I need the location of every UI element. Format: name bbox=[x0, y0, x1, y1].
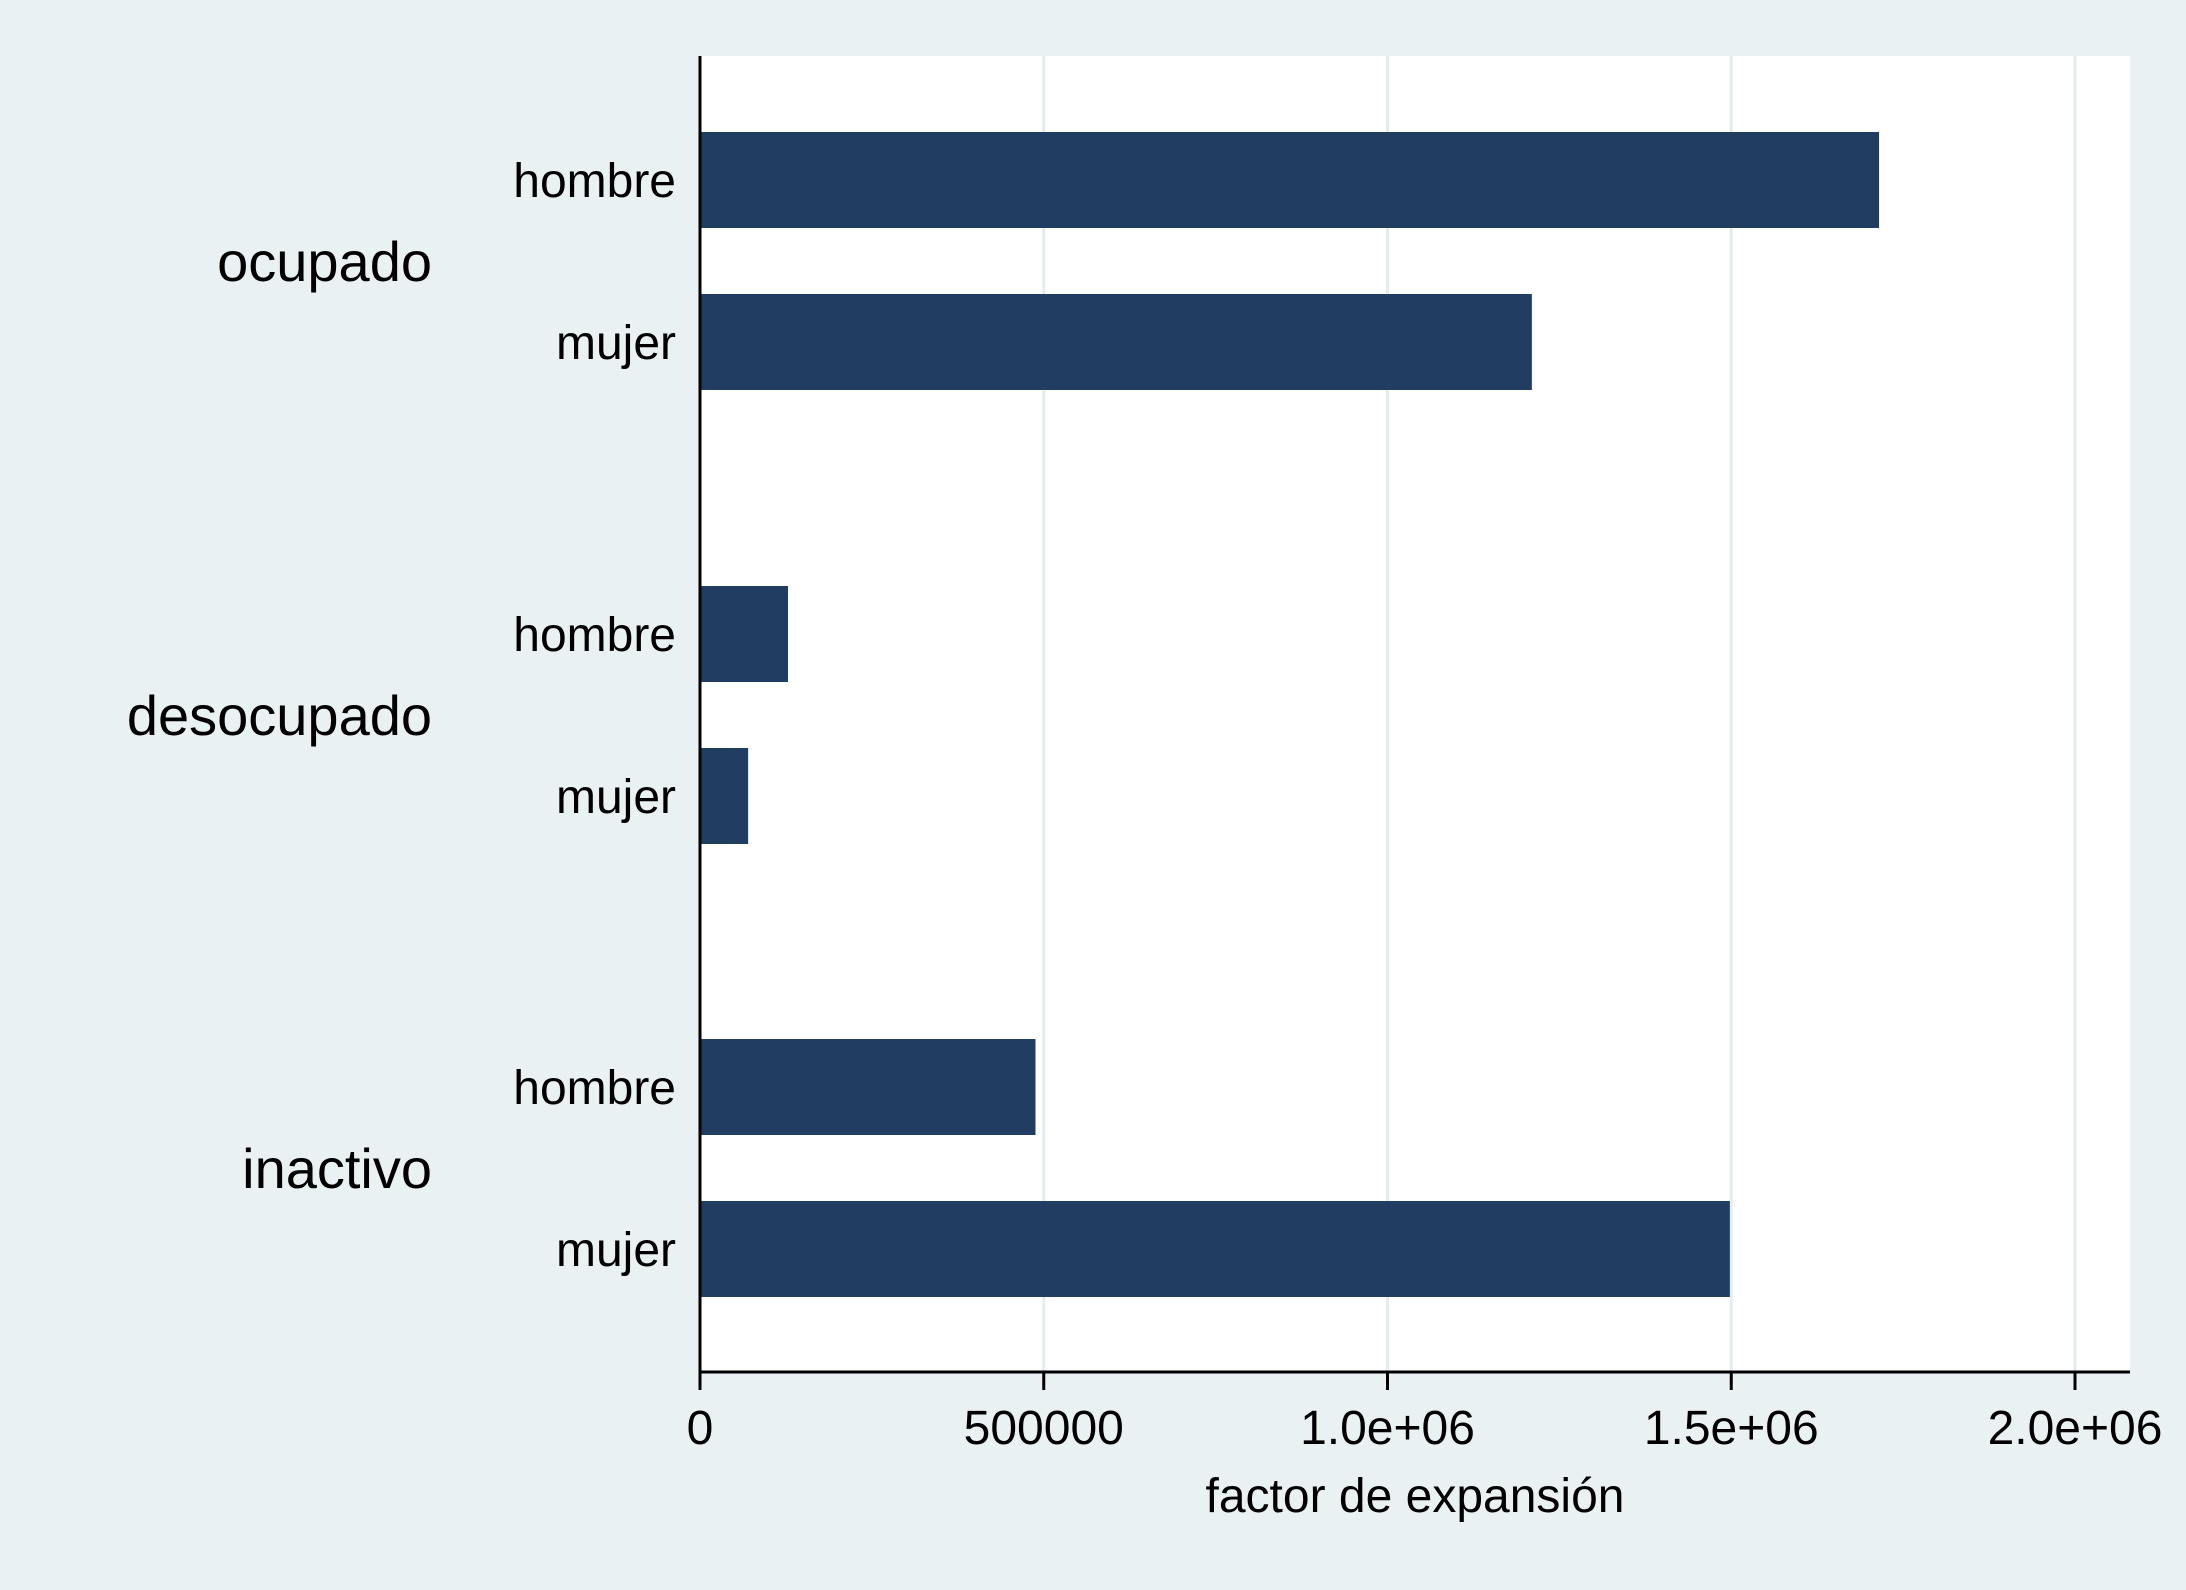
x-tick-label: 2.0e+06 bbox=[1988, 1402, 2163, 1455]
grid-lines bbox=[1042, 56, 2077, 1372]
bar-inactivo-mujer bbox=[700, 1201, 1730, 1297]
x-tick-label: 0 bbox=[687, 1402, 714, 1455]
group-label-ocupado: ocupado bbox=[217, 230, 432, 293]
axes: 0 500000 1.0e+06 1.5e+06 2.0e+06 bbox=[687, 56, 2163, 1455]
category-label: hombre bbox=[513, 155, 676, 208]
bars bbox=[700, 132, 1880, 1297]
bar-desocupado-mujer bbox=[700, 748, 749, 844]
bar-inactivo-hombre bbox=[700, 1039, 1036, 1135]
category-label: hombre bbox=[513, 609, 676, 662]
x-tick-label: 500000 bbox=[964, 1402, 1124, 1455]
category-label: hombre bbox=[513, 1062, 676, 1115]
bar-ocupado-hombre bbox=[700, 132, 1880, 228]
category-label: mujer bbox=[556, 317, 676, 370]
plot-area bbox=[700, 56, 2130, 1372]
category-label: mujer bbox=[556, 771, 676, 824]
bar-desocupado-hombre bbox=[700, 586, 788, 682]
category-label: mujer bbox=[556, 1224, 676, 1277]
bar-ocupado-mujer bbox=[700, 294, 1532, 390]
x-tick-label: 1.0e+06 bbox=[1300, 1402, 1475, 1455]
labels: hombre mujer ocupado hombre mujer desocupado h… bbox=[127, 155, 676, 1277]
x-axis-title: factor de expansión bbox=[1206, 1470, 1625, 1523]
x-tick-label: 1.5e+06 bbox=[1644, 1402, 1819, 1455]
group-label-inactivo: inactivo bbox=[242, 1137, 432, 1200]
group-label-desocupado: desocupado bbox=[127, 684, 432, 747]
